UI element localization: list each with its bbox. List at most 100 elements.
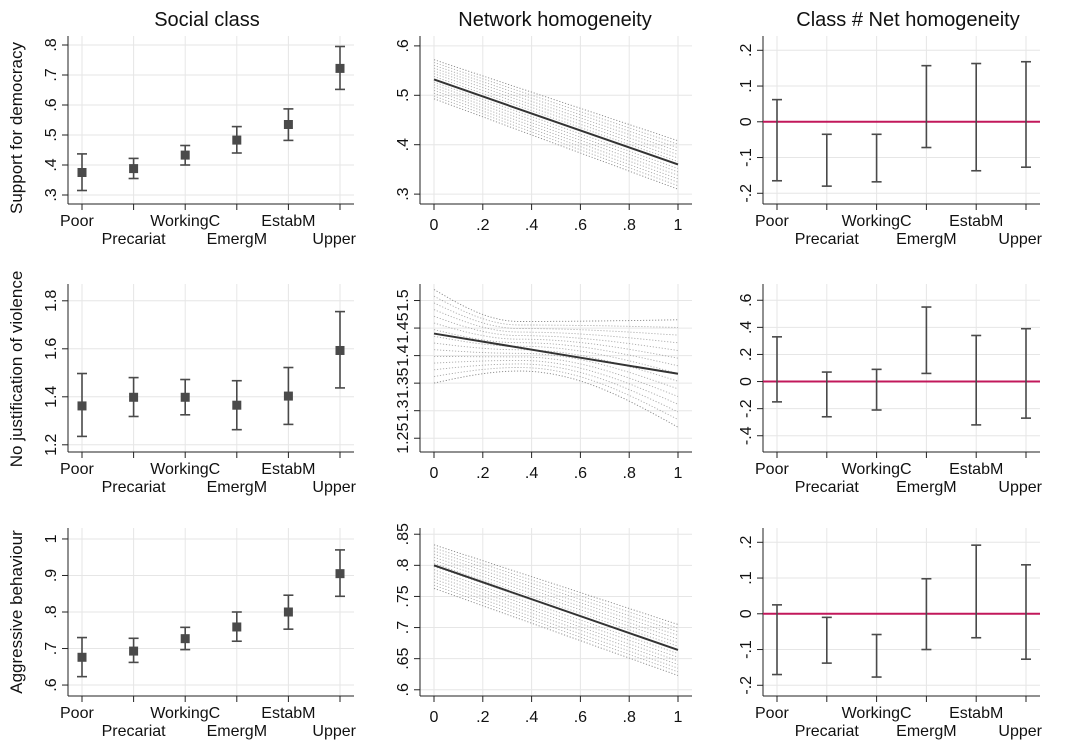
x-tick-label: .8 (623, 465, 636, 482)
y-tick-label: 1.3 (395, 399, 412, 421)
x-tick-label: .4 (525, 217, 538, 234)
x-tick-label: EmergM (207, 723, 267, 740)
row-label-no-justification-of-violence: No justification of violence (7, 271, 26, 468)
y-tick-label: .2 (738, 348, 755, 361)
point-upper (335, 63, 345, 73)
band-line (433, 566, 679, 651)
y-tick-label: 1.2 (43, 434, 60, 456)
band-line (433, 81, 679, 169)
y-tick-label: 1.8 (43, 290, 60, 312)
ci-upper (1021, 564, 1031, 660)
row-labels: Support for democracy No justification o… (7, 42, 26, 694)
point-estabm (283, 607, 293, 617)
ci-upper (1021, 327, 1031, 419)
row-label-support-for-democracy: Support for democracy (7, 42, 26, 214)
point-precariat (129, 164, 139, 174)
band-line (433, 584, 679, 673)
x-tick-label: Upper (998, 723, 1042, 740)
panel-r1c1: 1.25 1.31.351.41.451.5 0 .2 .4 .6 .8 1 (395, 284, 692, 482)
x-tick-label: Poor (755, 461, 789, 478)
y-tick-label: .65 (395, 647, 412, 669)
band-line (433, 64, 679, 149)
ci-precariat (821, 133, 832, 187)
y-tick-label: 1.45 (395, 312, 412, 343)
panel-r1c2: -.4 -.2 0 .2 .4 .6 Poor PrecariatWorkingCEmergM… (738, 284, 1043, 496)
x-tick-label: WorkingC (150, 461, 220, 478)
column-title-class-net-homogeneity: Class # Net homogeneity (796, 9, 1019, 31)
ci-precariat (821, 616, 832, 664)
band-line (433, 98, 679, 190)
x-tick-label: Precariat (102, 723, 167, 740)
x-tick-label: Upper (312, 479, 356, 496)
x-tick-label: .6 (574, 709, 587, 726)
ci-estabm (971, 544, 982, 639)
y-tick-label: .85 (395, 523, 412, 545)
x-tick-label: WorkingC (150, 705, 220, 722)
gridlines (68, 36, 354, 204)
band-line (433, 295, 679, 328)
y-tick-label: 0 (738, 609, 755, 618)
x-tick-label: EmergM (896, 231, 956, 248)
point-precariat (129, 392, 139, 402)
y-tick-label: .1 (738, 571, 755, 584)
point-upper (335, 345, 345, 355)
ci-workingc (871, 368, 882, 411)
point-poor (77, 401, 87, 411)
ci-upper (1021, 60, 1031, 168)
ci-precariat (128, 157, 139, 180)
x-tick-label: .8 (623, 709, 636, 726)
y-tick-label: .6 (395, 683, 412, 696)
point-emergm (232, 400, 242, 410)
band-line (433, 370, 679, 428)
y-tick-label: .9 (43, 569, 60, 582)
row-label-aggressive-behaviour: Aggressive behaviour (7, 530, 26, 694)
x-tick-label: Upper (998, 479, 1042, 496)
panel-r1c0: 1.2 1.4 1.6 1.8 Poor PrecariatWorkingCEmergME… (43, 284, 357, 496)
x-tick-label: .2 (476, 217, 489, 234)
y-tick-label: .8 (395, 559, 412, 572)
ci-emergm (921, 64, 932, 149)
x-tick-label: WorkingC (842, 213, 912, 230)
ci-poor (772, 336, 782, 403)
fitted-line (433, 564, 679, 651)
ci-upper (335, 310, 345, 389)
band-line (433, 363, 679, 413)
band-line (433, 87, 679, 176)
x-tick-label: WorkingC (842, 461, 912, 478)
point-estabm (283, 120, 293, 129)
point-workingc (180, 634, 190, 644)
x-tick-label: EstabM (261, 461, 315, 478)
band-line (433, 73, 679, 159)
x-tick-label: 0 (430, 465, 439, 482)
x-tick-label: Upper (312, 723, 356, 740)
point-workingc (180, 150, 190, 160)
x-tick-label: Poor (755, 213, 789, 230)
ci-poor (772, 98, 782, 182)
x-tick-label: EstabM (949, 213, 1003, 230)
gridlines (68, 528, 354, 696)
fitted-line (433, 78, 679, 166)
point-estabm (283, 391, 293, 401)
y-tick-label: .7 (395, 621, 412, 634)
y-tick-label: .3 (395, 187, 412, 200)
ci-estabm (971, 334, 982, 426)
band-line (433, 89, 679, 180)
y-tick-label: 0 (738, 117, 755, 126)
x-tick-label: .6 (574, 217, 587, 234)
band-line (433, 572, 679, 658)
band-line (433, 70, 679, 156)
band-line (433, 342, 679, 382)
ci-emergm (921, 306, 932, 375)
band-line (433, 569, 679, 655)
panel-r2c1: .6 .65 .7 .75 .8 .85 0 .2 .4 .6 .8 1 (395, 523, 692, 726)
y-tick-label: 1.25 (395, 423, 412, 454)
x-tick-label: Precariat (795, 723, 860, 740)
y-tick-label: .1 (738, 79, 755, 92)
x-tick-label: .4 (525, 465, 538, 482)
x-tick-label: EstabM (261, 705, 315, 722)
y-tick-label: .6 (395, 39, 412, 52)
x-tick-label: 1 (674, 709, 683, 726)
x-tick-label: EmergM (207, 479, 267, 496)
x-tick-label: Poor (60, 705, 94, 722)
